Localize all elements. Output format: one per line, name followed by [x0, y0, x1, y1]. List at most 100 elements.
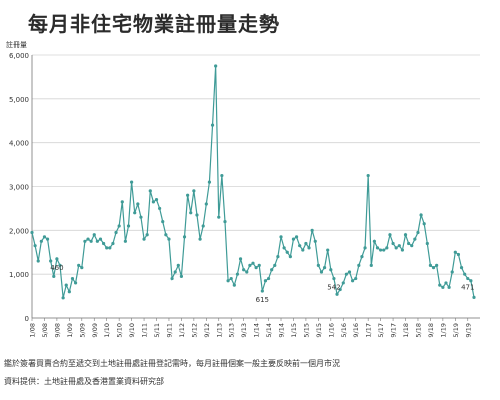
data-point: [375, 246, 380, 250]
data-point: [238, 257, 243, 261]
data-point: [263, 279, 268, 283]
data-point: [335, 292, 339, 296]
data-point: [388, 233, 392, 237]
data-point: [307, 246, 311, 250]
data-point: [456, 252, 461, 257]
data-point: [254, 265, 258, 270]
y-tick-label: 2,000: [9, 227, 29, 235]
x-tick-label: 9/08: [53, 323, 61, 338]
data-point: [372, 239, 376, 243]
data-label: 471: [461, 284, 474, 292]
x-tick-label: 9/19: [464, 323, 472, 338]
data-point: [70, 276, 75, 281]
data-point: [232, 283, 236, 287]
y-tick-label: 4,000: [9, 140, 29, 148]
data-point: [391, 241, 395, 246]
x-tick-label: 1/17: [365, 323, 373, 338]
data-point: [61, 296, 65, 300]
data-point: [170, 276, 174, 281]
data-point: [49, 259, 53, 263]
x-tick-label: 5/11: [153, 323, 161, 338]
data-point: [192, 189, 196, 193]
data-point: [105, 246, 109, 250]
data-point: [273, 263, 277, 267]
data-label: 542: [327, 284, 340, 292]
x-tick-label: 5/16: [340, 323, 348, 338]
data-point: [366, 173, 370, 178]
data-point: [201, 224, 205, 228]
x-tick-label: 5/19: [452, 323, 460, 338]
x-tick-label: 1/09: [66, 323, 74, 338]
data-point: [42, 235, 47, 239]
data-point: [329, 268, 333, 272]
x-tick-label: 5/10: [116, 323, 124, 338]
data-point: [428, 263, 433, 267]
x-tick-label: 1/13: [215, 323, 223, 338]
data-point: [126, 224, 131, 228]
x-tick-label: 1/12: [178, 323, 186, 338]
data-point: [58, 263, 62, 267]
data-point: [33, 244, 37, 248]
y-tick-label: 5,000: [9, 96, 29, 104]
y-tick-label: 6,000: [9, 52, 29, 60]
data-point: [154, 198, 159, 202]
data-point: [310, 228, 314, 232]
source-note: 資料提供：土地註冊處及香港置業資料研究部: [4, 377, 164, 386]
data-point: [217, 215, 221, 219]
data-point: [282, 246, 286, 250]
data-point: [319, 270, 324, 274]
data-point: [52, 274, 56, 278]
data-point: [36, 259, 40, 263]
data-point: [357, 263, 361, 267]
data-point: [407, 241, 411, 246]
data-point: [161, 219, 165, 224]
data-point: [453, 250, 457, 254]
data-point: [86, 237, 90, 241]
data-point: [111, 241, 115, 246]
data-point: [413, 237, 417, 241]
data-point: [466, 276, 470, 281]
data-point: [431, 265, 436, 270]
data-point: [73, 281, 78, 285]
data-point: [148, 189, 152, 193]
data-point: [288, 255, 292, 259]
data-point: [472, 295, 476, 299]
data-point: [260, 289, 264, 293]
x-tick-label: 9/17: [390, 323, 398, 338]
x-tick-label: 1/16: [327, 323, 335, 338]
data-point: [313, 239, 317, 243]
data-point: [39, 239, 43, 243]
data-point: [279, 235, 283, 239]
x-tick-label: 5/08: [41, 323, 49, 338]
data-point: [92, 233, 96, 237]
data-point: [207, 180, 212, 184]
x-tick-label: 1/08: [29, 323, 37, 338]
y-tick-label: 0: [25, 315, 29, 323]
x-tick-label: 9/18: [427, 323, 435, 338]
data-point: [363, 246, 367, 250]
data-point: [123, 239, 127, 243]
data-point: [351, 279, 355, 283]
data-point: [95, 239, 99, 243]
data-point: [251, 261, 255, 265]
x-tick-label: 9/13: [240, 323, 248, 338]
data-label: 460: [50, 264, 63, 272]
data-point: [80, 265, 84, 270]
data-point: [270, 268, 274, 272]
data-point: [179, 274, 184, 278]
data-point: [257, 263, 261, 267]
data-label: 615: [256, 296, 269, 304]
data-point: [139, 215, 143, 219]
data-point: [245, 270, 249, 274]
data-point: [291, 237, 296, 241]
data-point: [450, 270, 454, 274]
data-point: [316, 263, 320, 267]
data-point: [438, 283, 442, 287]
data-point: [133, 211, 137, 215]
data-point: [463, 272, 467, 276]
line-chart: 0 1,000 2,000 3,000 4,000 5,000 6,000 1/08 5/08 9…: [9, 52, 480, 338]
data-point: [142, 237, 146, 241]
data-point: [204, 202, 208, 206]
data-point: [151, 200, 155, 204]
x-tick-label: 1/15: [290, 323, 298, 338]
